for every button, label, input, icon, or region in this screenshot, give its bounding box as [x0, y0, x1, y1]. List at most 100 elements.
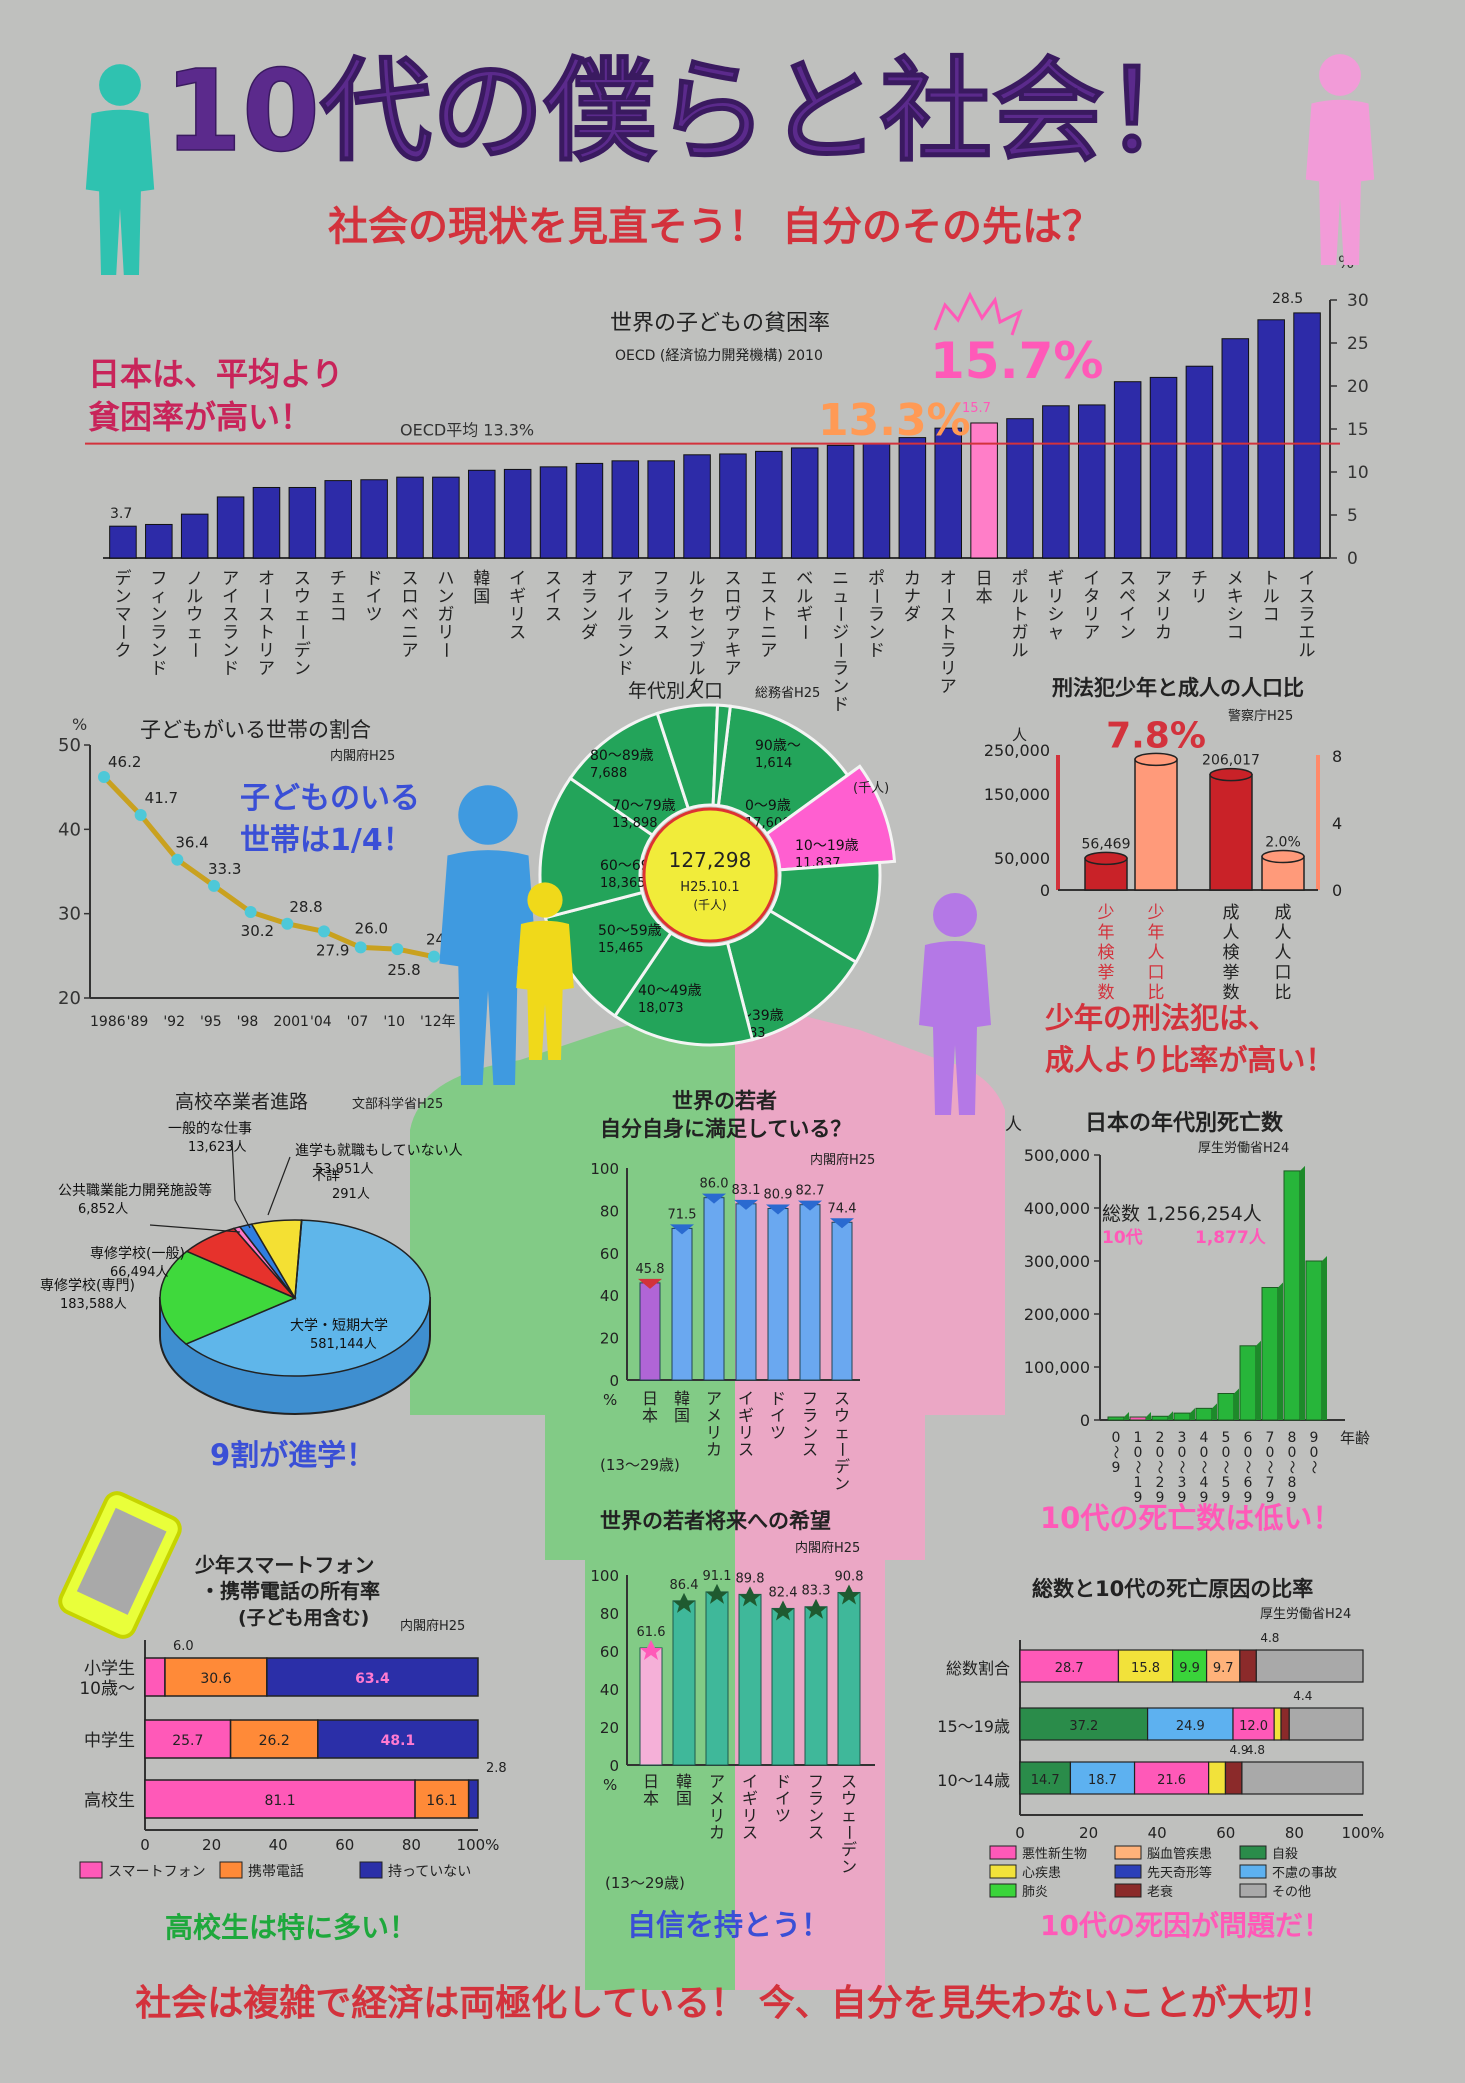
hope-category-label-char: ス [841, 1772, 857, 1791]
deaths-x-label: 年齢 [1340, 1429, 1370, 1447]
standing-person-icon [1305, 54, 1375, 265]
poverty-category-label-char: ー [291, 624, 311, 641]
deaths-category-label: 70〜79 [1261, 1430, 1277, 1506]
households-value-label: 25.8 [387, 961, 420, 979]
hope-bar [837, 1591, 861, 1766]
poverty-category-label: トルコ [1263, 569, 1280, 625]
graduates-slice-value: 66,494人 [110, 1265, 169, 1280]
crime-note-line1: 少年の刑法犯は、 [1045, 1001, 1277, 1035]
deaths-category-label-char: 0 [1112, 1430, 1121, 1446]
households-point [318, 925, 330, 938]
causes-segment [1019, 1649, 1120, 1683]
poverty-tick-label: 20 [1347, 377, 1369, 397]
poverty-category-label-char: オ [258, 569, 275, 589]
poverty-category-label-char: デ [114, 568, 131, 589]
poverty-category-label-char: ス [222, 605, 239, 625]
poverty-bar [898, 437, 927, 559]
deaths-category-label-char: 〜 [1129, 1460, 1145, 1474]
phones-segment [144, 1719, 232, 1759]
poverty-category-label-char: ー [184, 642, 204, 659]
deaths-bar [1129, 1416, 1147, 1421]
poverty-category-label-char: ア [258, 659, 275, 679]
satisfaction-bar [703, 1197, 725, 1381]
deaths-category-label-char: 〜 [1283, 1460, 1299, 1474]
households-value-label: 30.2 [241, 922, 274, 940]
population-slice-value: 1,614 [755, 756, 792, 771]
phones-category-label: 小学生 [84, 1659, 135, 1679]
poverty-category-label-char: ア [222, 569, 239, 589]
hope-value-label: 86.4 [670, 1578, 699, 1593]
poverty-japan-big-label: 15.7% [930, 332, 1103, 390]
hope-category-label-char: ア [709, 1772, 725, 1791]
poverty-category-label-char: ガ [1012, 623, 1029, 643]
satisfaction-value-label: 86.0 [700, 1177, 729, 1192]
hope-value-label: 83.3 [802, 1584, 831, 1599]
crime-left-tick-label: 150,000 [984, 785, 1050, 804]
phones-segment [317, 1719, 479, 1759]
households-x-tick-label: '95 [200, 1014, 222, 1030]
graduates-slice-label: 公共職業能力開発施設等 [58, 1182, 212, 1199]
deaths-category-label: 10〜19 [1129, 1430, 1145, 1506]
poverty-category-label-char: ド [150, 659, 167, 679]
poverty-bar [288, 486, 317, 559]
households-point [98, 771, 110, 784]
deaths-category-label-char: 〜 [1261, 1460, 1277, 1474]
poverty-category-label-char: ハ [437, 569, 454, 589]
graduates-slice-value: 53,951人 [315, 1162, 374, 1177]
deaths-bar [1173, 1412, 1191, 1421]
poverty-category-label-char: リ [1155, 605, 1172, 625]
phones-title: 少年スマートフォン [194, 1553, 374, 1577]
poverty-category-label-char: ポ [1012, 569, 1029, 589]
causes-legend-swatch [1114, 1864, 1142, 1879]
hope-category-label-char: ウ [841, 1789, 857, 1808]
households-point [171, 853, 184, 866]
poverty-bar [1149, 376, 1178, 559]
deaths-bar [1261, 1287, 1279, 1421]
deaths-category-label-char: 9 [1112, 1460, 1121, 1476]
hope-category-label-char: ー [839, 1824, 858, 1840]
poverty-bar [180, 513, 209, 559]
poverty-category-label-char: フ [653, 569, 670, 589]
satisfaction-category-label-char: 本 [642, 1406, 658, 1425]
deaths-category-label: 0〜9 [1107, 1430, 1123, 1476]
causes-segment [1239, 1649, 1257, 1683]
satisfaction-value-label: 83.1 [732, 1183, 761, 1198]
households-value-label: 46.2 [108, 753, 141, 771]
walking-person-icon [85, 64, 155, 275]
causes-segment [1224, 1761, 1243, 1795]
poverty-category-label-char: ナ [904, 587, 921, 607]
hope-tick-label: 40 [600, 1681, 619, 1699]
poverty-bar [1293, 312, 1321, 559]
causes-segment [1255, 1649, 1364, 1683]
graduates-slice [294, 1219, 303, 1299]
satisfaction-category-label-char: デ [834, 1457, 850, 1476]
households-note-line2: 世帯は1/4！ [240, 823, 413, 858]
satisfaction-note: (13〜29歳) [600, 1456, 680, 1474]
deaths-category-label-char: 7 [1266, 1475, 1275, 1491]
phones-category-label: 10歳〜 [79, 1679, 135, 1699]
satisfaction-tick-label: 40 [600, 1287, 619, 1305]
poverty-category-label-char: ニ [832, 569, 849, 589]
phones-segment-label: 16.1 [426, 1793, 457, 1809]
poverty-category-label-char: ブ [689, 640, 706, 661]
causes-x-tick-label: 20 [1079, 1824, 1098, 1842]
deaths-bar [1195, 1407, 1213, 1421]
households-note-line1: 子どものいる [240, 781, 420, 816]
poverty-category-label: 日本 [976, 569, 993, 607]
poster-subtitle: 社会の現状を見直そう！ 自分のその先は？ [328, 204, 1102, 250]
phones-segment [229, 1719, 319, 1759]
hope-value-label: 90.8 [835, 1569, 864, 1584]
satisfaction-category-label-char: ス [738, 1440, 754, 1459]
graduates-slice-label: 進学も就職もしていない人 [295, 1143, 463, 1159]
phones-x-tick-label: 20 [202, 1836, 221, 1854]
poverty-subtitle: OECD (経済協力開発機構) 2010 [615, 348, 823, 364]
satisfaction-marker [830, 1218, 854, 1229]
poverty-category-label-char: カ [1155, 623, 1172, 643]
deaths-teen-label: 10代 [1102, 1227, 1143, 1248]
poverty-bar [396, 476, 424, 559]
households-source: 内閣府H25 [330, 748, 395, 764]
poverty-bar [755, 450, 783, 559]
